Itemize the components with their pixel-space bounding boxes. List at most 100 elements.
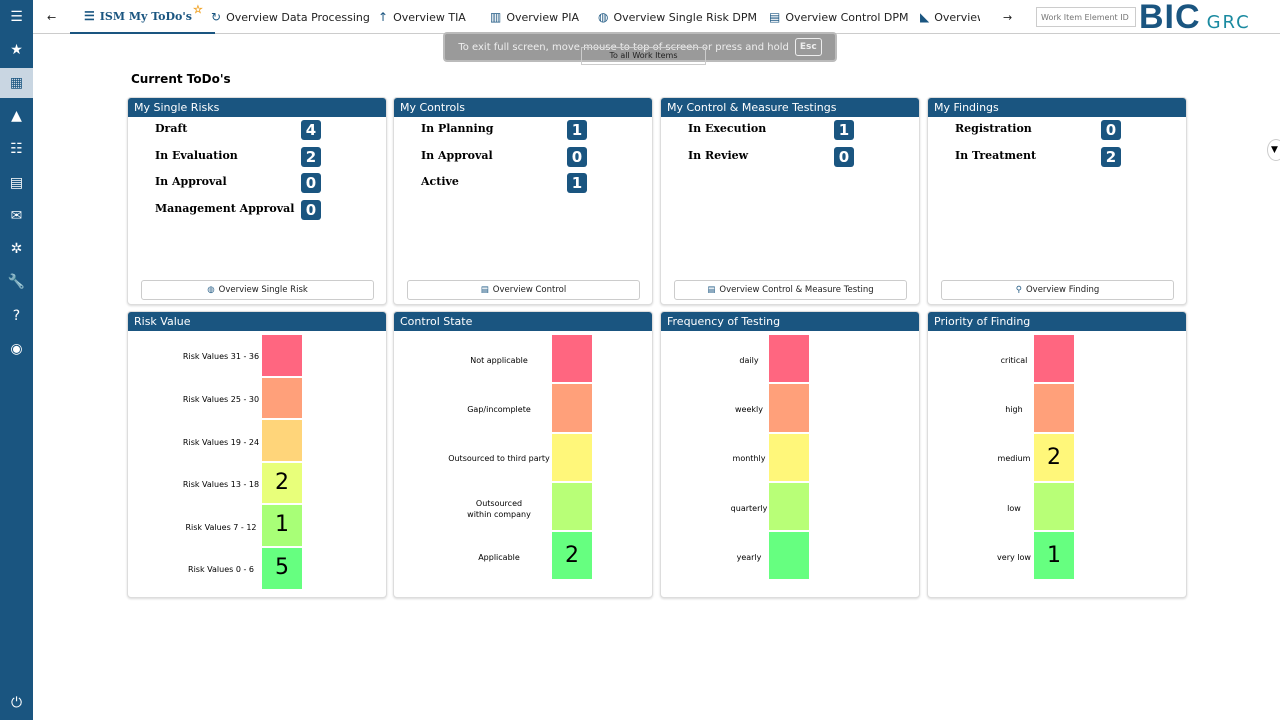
status-count-badge[interactable]: 2 <box>1101 146 1121 167</box>
panel-title: Priority of Finding <box>928 312 1186 331</box>
heat-cell[interactable] <box>552 384 592 432</box>
status-count-badge[interactable]: 1 <box>567 173 587 193</box>
tab-overview-tia[interactable]: ↑ Overview TIA <box>378 0 466 34</box>
heat-cell[interactable] <box>769 384 809 432</box>
heat-cell-label: Outsourced within company <box>467 498 531 519</box>
heat-cell-label: weekly <box>735 404 763 414</box>
tab-label: Overview TIA <box>393 10 466 24</box>
status-label[interactable]: In Approval <box>421 148 493 162</box>
tab-overview-data-processing[interactable]: ↻ Overview Data Processing <box>211 0 370 34</box>
overview-button[interactable]: ▤ Overview Control <box>407 280 640 300</box>
tab-overview-single-risk-dpm[interactable]: ◍ Overview Single Risk DPM <box>598 0 757 34</box>
heat-cell[interactable]: 2 <box>262 462 302 504</box>
heat-cell[interactable]: 1 <box>1034 532 1074 580</box>
heat-cell-label: Applicable <box>478 552 520 562</box>
heat-cell[interactable] <box>769 482 809 531</box>
sidebar-network-button[interactable]: ✲ <box>0 234 33 264</box>
status-label[interactable]: Management Approval <box>155 201 295 215</box>
heat-cell-label: Risk Values 25 - 30 <box>182 394 260 404</box>
work-item-id-input[interactable] <box>1036 7 1136 27</box>
heat-cell[interactable]: 2 <box>552 532 592 580</box>
sidebar-star-button[interactable]: ★ <box>0 35 33 65</box>
clipboard-icon: ▤ <box>480 285 489 295</box>
sidebar-wrench-button[interactable]: 🔧 <box>0 267 33 297</box>
heat-cell[interactable] <box>769 335 809 383</box>
status-label[interactable]: Active <box>421 175 459 188</box>
heat-cell-label: very low <box>997 552 1031 562</box>
tab-overview-me[interactable]: ◣ Overview Me <box>920 0 980 34</box>
sidebar-report-button[interactable]: ▤ <box>0 168 33 198</box>
heat-cell[interactable] <box>552 433 592 481</box>
report-icon: ▤ <box>9 175 24 191</box>
heat-cell[interactable] <box>769 532 809 580</box>
heatmap-control-state: Control State Not applicable Gap/incomplet… <box>393 311 653 598</box>
bic-grc-logo: BIC GRC <box>1139 0 1251 36</box>
heat-cell[interactable] <box>1034 384 1074 432</box>
sidebar-inbox-badge-button[interactable]: ✉ <box>0 201 33 231</box>
panel-title: Frequency of Testing <box>661 312 919 331</box>
heat-cell[interactable]: 2 <box>1034 433 1074 481</box>
status-label[interactable]: In Execution <box>688 122 767 135</box>
status-count-badge[interactable]: 1 <box>567 120 587 140</box>
heat-cell[interactable] <box>262 335 302 376</box>
collapse-toggle-icon[interactable]: ▼ <box>1267 139 1280 161</box>
logo-main: BIC <box>1139 0 1201 36</box>
power-button[interactable]: ⏻ <box>0 688 33 718</box>
status-count-badge[interactable]: 0 <box>834 146 854 167</box>
overview-button[interactable]: ◍ Overview Single Risk <box>141 280 374 300</box>
heat-cell[interactable]: 5 <box>262 548 302 589</box>
sidebar-user-button[interactable]: ◉ <box>0 334 33 364</box>
heat-cell[interactable] <box>552 482 592 531</box>
sidebar-help-button[interactable]: ? <box>0 301 33 331</box>
favorite-star-icon[interactable]: ☆ <box>192 2 203 16</box>
overview-button[interactable]: ⚲ Overview Finding <box>941 280 1174 300</box>
heat-cell[interactable]: 1 <box>262 505 302 546</box>
status-count-badge[interactable]: 0 <box>567 146 587 167</box>
heat-cell-label: Risk Values 19 - 24 <box>182 437 260 447</box>
sidebar-dashboard-button[interactable]: ▦ <box>0 68 33 98</box>
chart-icon: ▥ <box>490 10 502 24</box>
status-count-badge[interactable]: 0 <box>301 173 321 193</box>
sidebar-shapes-button[interactable]: ▲ <box>0 101 33 131</box>
sidebar-menu-button[interactable]: ☰ <box>0 2 33 32</box>
heat-cell[interactable] <box>262 420 302 461</box>
status-label[interactable]: In Treatment <box>955 148 1037 162</box>
status-count-badge[interactable]: 0 <box>301 199 321 220</box>
panel-title: My Findings <box>928 98 1186 117</box>
heat-cell[interactable] <box>1034 335 1074 383</box>
heatmap-frequency-of-testing: Frequency of Testing daily weekly monthly qu… <box>660 311 920 598</box>
status-count-badge[interactable]: 0 <box>1101 120 1121 140</box>
status-label[interactable]: In Approval <box>155 175 227 188</box>
overview-button[interactable]: ▤ Overview Control & Measure Testing <box>674 280 907 300</box>
sort-icon: ↑ <box>378 10 389 24</box>
status-count-badge[interactable]: 4 <box>301 120 321 140</box>
back-button[interactable]: ← <box>47 10 57 24</box>
status-count-badge[interactable]: 1 <box>834 120 854 140</box>
heat-cell-label: Risk Values 31 - 36 <box>182 352 260 362</box>
all-work-items-button[interactable]: To all Work Items <box>581 47 706 65</box>
shapes-icon: ▲ <box>11 108 22 124</box>
heat-cell[interactable] <box>769 433 809 481</box>
heat-cell-label: Risk Values 0 - 6 <box>188 565 254 575</box>
heat-cell-label: daily <box>739 355 759 365</box>
menu-icon: ☰ <box>10 9 23 25</box>
tab-overview-pia[interactable]: ▥ Overview PIA <box>490 0 579 34</box>
tab-overview-control-dpm[interactable]: ▤ Overview Control DPM <box>769 0 908 34</box>
heat-cell-label: low <box>1007 503 1021 513</box>
status-label[interactable]: In Planning <box>421 122 494 135</box>
tabs-forward-button[interactable]: → <box>1003 10 1013 24</box>
user-icon: ◉ <box>10 341 23 357</box>
status-label[interactable]: In Evaluation <box>155 148 238 162</box>
status-count-badge[interactable]: 2 <box>301 146 321 167</box>
heat-cell[interactable] <box>1034 482 1074 531</box>
tab-ism-my-todo-s[interactable]: ☰ ISM My ToDo's ☆ <box>70 0 215 34</box>
power-icon: ⏻ <box>10 695 23 711</box>
tab-label: Overview Control DPM <box>785 10 909 24</box>
status-label[interactable]: In Review <box>688 148 749 162</box>
heat-cell[interactable] <box>262 377 302 419</box>
list-check-icon: ☷ <box>10 141 23 157</box>
status-label[interactable]: Registration <box>955 122 1032 135</box>
heat-cell[interactable] <box>552 335 592 383</box>
status-label[interactable]: Draft <box>155 122 188 135</box>
sidebar-list-check-button[interactable]: ☷ <box>0 134 33 164</box>
